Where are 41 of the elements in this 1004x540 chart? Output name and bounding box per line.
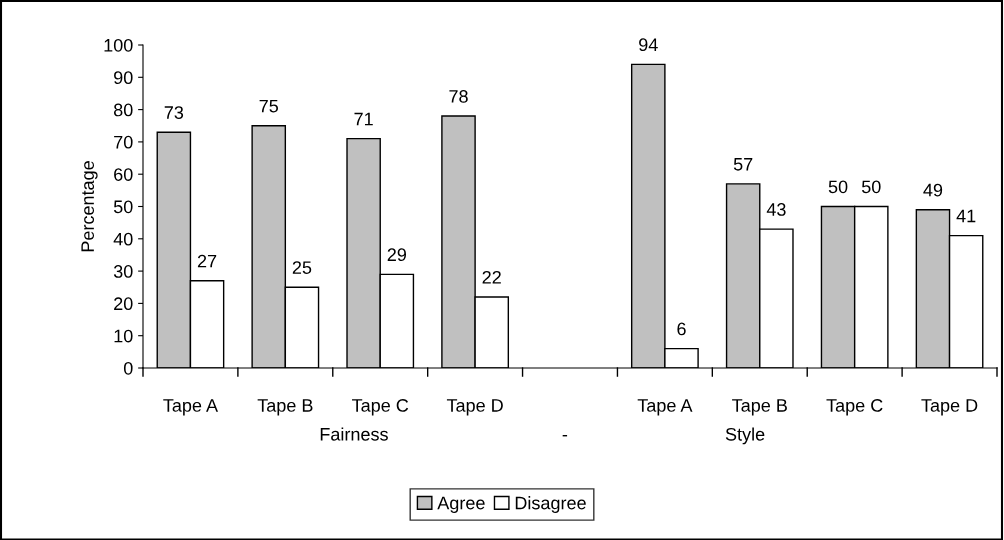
- data-label: 73: [164, 106, 184, 119]
- legend-label: Agree: [437, 496, 485, 513]
- data-label: 49: [923, 183, 943, 197]
- data-label: 27: [197, 254, 217, 268]
- text: Fairness: [320, 427, 388, 441]
- y-tick-label: 0: [123, 361, 133, 375]
- y-tick-label: 80: [113, 103, 133, 117]
- y-tick-label: 90: [114, 71, 133, 85]
- data-label: 41: [956, 209, 976, 223]
- text: -: [562, 435, 568, 437]
- x-tick-label: Tape D: [921, 399, 978, 416]
- data-label: 43: [766, 203, 786, 216]
- x-tick-label: Tape A: [637, 399, 693, 416]
- x-tick-label: Tape A: [163, 399, 219, 416]
- y-tick-label: 50: [113, 200, 133, 214]
- data-label: 50: [828, 180, 848, 194]
- data-label: 71: [354, 112, 373, 126]
- data-label: 6: [677, 322, 686, 336]
- y-tick-label: 100: [104, 38, 133, 52]
- data-label: 25: [292, 261, 312, 274]
- x-tick-label: Tape C: [352, 399, 409, 416]
- x-tick-label: Tape B: [257, 399, 313, 416]
- x-tick-label: Tape B: [732, 399, 787, 416]
- x-tick-label: Tape C: [826, 399, 883, 416]
- y-tick-label: 60: [114, 168, 133, 181]
- data-label: 29: [387, 248, 407, 262]
- y-tick-label: 20: [114, 297, 133, 311]
- y-tick-label: 40: [113, 232, 133, 246]
- data-label: 50: [861, 180, 881, 194]
- data-label: 78: [449, 90, 468, 103]
- legend-label: Disagree: [515, 496, 586, 513]
- data-label: 57: [733, 158, 753, 171]
- data-label: 22: [482, 270, 501, 284]
- y-tick-label: 70: [114, 135, 133, 149]
- y-axis-title: Percentage: [81, 161, 98, 252]
- y-tick-label: 30: [113, 265, 133, 278]
- data-label: 75: [259, 99, 279, 113]
- text: Style: [725, 427, 765, 445]
- data-label: 94: [639, 38, 658, 52]
- x-tick-label: Tape D: [446, 399, 503, 416]
- y-tick-label: 10: [114, 329, 133, 343]
